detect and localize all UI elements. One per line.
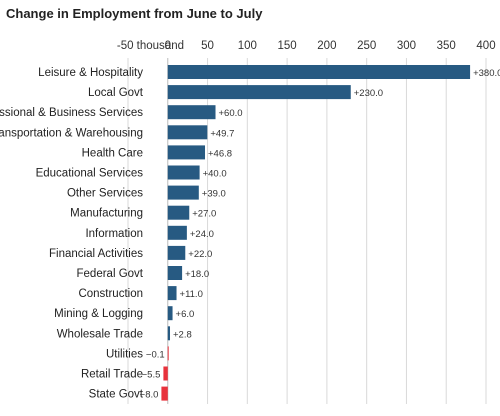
x-tick-label: 50	[201, 40, 214, 52]
x-tick-label: 0	[165, 40, 171, 52]
x-tick-label: 400	[476, 40, 495, 52]
category-label: Leisure & Hospitality	[38, 67, 143, 79]
x-tick-label: 200	[317, 40, 336, 52]
category-label: Utilities	[106, 348, 143, 360]
data-label: +39.0	[202, 189, 226, 200]
x-tick-label: 250	[357, 40, 376, 52]
data-label: +6.0	[176, 309, 195, 320]
x-tick-label: 100	[238, 40, 257, 52]
bar	[167, 105, 216, 120]
bar	[167, 266, 183, 280]
bar	[163, 366, 168, 381]
data-label: −5.5	[142, 370, 161, 381]
data-label: −8.0	[140, 390, 159, 401]
bar	[167, 286, 177, 301]
data-label: +18.0	[185, 269, 209, 280]
data-labels: +380.0 +230.0 +60.0 +49.7 +46.8 +40.0 +39.0 +27…	[140, 68, 500, 401]
bar	[161, 386, 168, 401]
bar	[167, 145, 206, 160]
data-label: +40.0	[203, 169, 227, 180]
category-label: Educational Services	[36, 168, 144, 180]
category-label: Mining & Logging	[54, 308, 143, 320]
category-label: Transportation & Warehousing	[0, 127, 143, 139]
bar	[167, 225, 187, 240]
category-label: Wholesale Trade	[57, 328, 143, 340]
bars	[161, 65, 471, 401]
data-label: +11.0	[180, 289, 203, 300]
x-tick-label: 150	[278, 40, 297, 52]
data-label: +46.8	[208, 148, 232, 159]
category-label: Retail Trade	[81, 369, 143, 381]
category-label: Local Govt	[88, 87, 144, 99]
bar	[167, 85, 351, 100]
x-tick-label: 300	[397, 40, 416, 52]
category-label: Financial Activities	[49, 248, 143, 260]
data-label: +2.8	[173, 329, 192, 340]
data-label: −0.1	[146, 349, 165, 360]
bar	[167, 346, 169, 361]
category-label: Other Services	[67, 188, 143, 200]
category-label: State Govt	[89, 389, 144, 401]
bar	[167, 205, 190, 220]
category-label: Health Care	[82, 147, 143, 159]
category-label: Construction	[78, 288, 143, 300]
data-label: +49.7	[210, 128, 234, 139]
x-tick-label: 350	[437, 40, 456, 52]
bar	[167, 306, 173, 321]
bar	[167, 185, 199, 200]
data-label: +60.0	[219, 108, 243, 119]
data-label: +230.0	[354, 88, 383, 99]
data-label: +27.0	[192, 209, 216, 220]
category-labels: Leisure & Hospitality Local Govt Professio…	[0, 67, 144, 401]
bar	[167, 65, 471, 79]
category-label: Federal Govt	[77, 268, 144, 280]
data-label: +380.0	[473, 68, 500, 79]
category-label: Manufacturing	[70, 208, 143, 220]
bar	[167, 245, 186, 260]
x-tick-label: -50 thousand	[117, 40, 184, 52]
data-label: +24.0	[190, 229, 214, 240]
category-label: Professional & Business Services	[0, 107, 143, 119]
bar	[167, 125, 208, 140]
gridlines	[127, 58, 487, 404]
bar	[167, 326, 171, 341]
chart-title: Change in Employment from June to July	[6, 6, 263, 21]
data-label: +22.0	[188, 249, 212, 260]
category-label: Information	[85, 228, 143, 240]
bar	[167, 165, 200, 180]
